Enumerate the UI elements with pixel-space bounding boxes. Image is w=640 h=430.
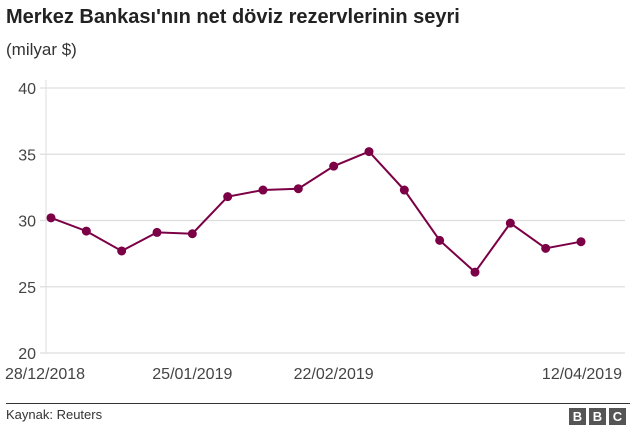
y-tick-label: 35 [18, 147, 36, 164]
data-point [46, 213, 56, 223]
data-point [505, 218, 515, 228]
x-tick-label: 25/01/2019 [152, 366, 232, 383]
data-point [470, 267, 480, 277]
line-chart: 20 25 30 35 40 28/12/2018 25/01/2019 22/02/2019… [5, 80, 625, 383]
x-tick-label: 28/12/2018 [5, 366, 85, 383]
y-tick-label: 30 [18, 214, 36, 231]
data-point [399, 185, 409, 195]
data-point [117, 246, 127, 256]
data-point [541, 243, 551, 253]
x-tick-label: 22/02/2019 [294, 366, 374, 383]
series-line [50, 150, 582, 274]
data-point [293, 184, 303, 194]
data-point [435, 235, 445, 245]
x-tick-label: 12/04/2019 [542, 366, 622, 383]
footer-divider [6, 403, 630, 404]
data-point [187, 229, 197, 239]
data-point [152, 227, 162, 237]
data-point [258, 185, 268, 195]
data-point [81, 226, 91, 236]
y-tick-label: 25 [18, 280, 36, 297]
chart-title: Merkez Bankası'nın net döviz rezervlerin… [6, 6, 460, 28]
data-point [329, 161, 339, 171]
data-point [223, 192, 233, 202]
y-tick-label: 20 [18, 346, 36, 363]
data-point [576, 237, 586, 247]
source-label: Kaynak: Reuters [6, 407, 103, 422]
chart-subtitle: (milyar $) [6, 40, 77, 59]
data-point [364, 147, 374, 157]
y-tick-label: 40 [18, 81, 36, 98]
